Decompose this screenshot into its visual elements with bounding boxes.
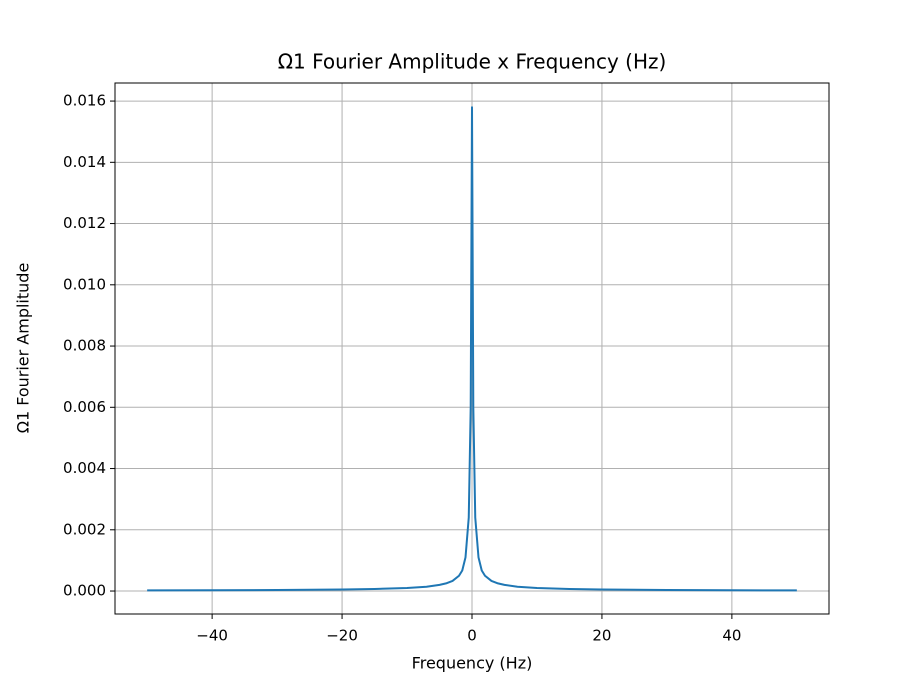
x-tick-label: 40: [722, 627, 741, 645]
data-line: [147, 106, 797, 592]
x-tick-label: 20: [592, 627, 611, 645]
x-axis-label: Frequency (Hz): [412, 654, 533, 673]
y-tick-label: 0.016: [63, 92, 106, 110]
y-tick-label: 0.012: [63, 214, 106, 232]
y-tick-label: 0.000: [63, 582, 106, 600]
y-tick-label: 0.008: [63, 337, 106, 355]
y-tick-label: 0.010: [63, 275, 106, 293]
y-tick-label: 0.014: [63, 153, 106, 171]
x-tick-label: −40: [196, 627, 228, 645]
plot-frame: [114, 82, 830, 615]
y-tick-label: 0.006: [63, 398, 106, 416]
y-tick-label: 0.004: [63, 459, 106, 477]
y-tick-label: 0.002: [63, 520, 106, 538]
y-axis-label: Ω1 Fourier Amplitude: [14, 263, 33, 434]
x-tick-label: −20: [326, 627, 358, 645]
x-tick-label: 0: [467, 627, 477, 645]
chart-title: Ω1 Fourier Amplitude x Frequency (Hz): [278, 50, 667, 74]
